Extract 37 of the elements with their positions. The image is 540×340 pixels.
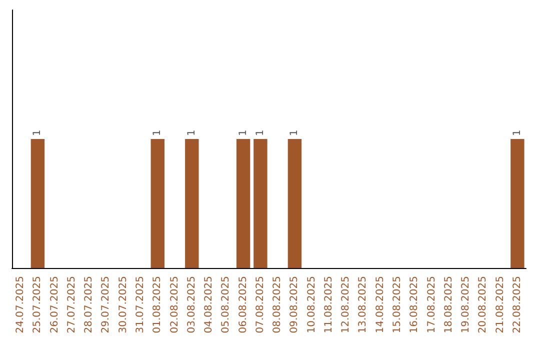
x-tick-label: 13.08.2025 (358, 276, 369, 334)
data-label: 1 (254, 130, 266, 136)
data-label: 1 (512, 130, 523, 136)
x-tick-label: 09.08.2025 (289, 276, 300, 334)
x-tick-label: 24.07.2025 (15, 276, 26, 334)
x-tick-label: 04.08.2025 (204, 276, 215, 334)
x-tick-label: 27.07.2025 (66, 276, 78, 334)
x-tick-label: 15.08.2025 (392, 276, 403, 334)
x-tick-label: 25.07.2025 (32, 276, 44, 334)
x-tick-label: 14.08.2025 (374, 276, 386, 334)
x-tick-label: 16.08.2025 (409, 276, 420, 334)
x-tick-label: 28.07.2025 (84, 276, 95, 334)
data-label: 1 (32, 130, 44, 136)
data-label: 1 (152, 130, 164, 136)
x-tick-label: 21.08.2025 (494, 276, 506, 334)
x-tick-label: 29.07.2025 (100, 276, 112, 334)
data-label: 1 (186, 130, 198, 136)
x-tick-label: 02.08.2025 (169, 276, 180, 334)
x-tick-label: 22.08.2025 (512, 276, 523, 334)
x-tick-label: 08.08.2025 (272, 276, 284, 334)
data-label: 1 (289, 130, 300, 136)
x-tick-label: 01.08.2025 (152, 276, 164, 334)
x-tick-label: 20.08.2025 (478, 276, 489, 334)
x-tick-label: 11.08.2025 (323, 276, 334, 334)
x-tick-label: 07.08.2025 (254, 276, 266, 334)
x-tick-label: 06.08.2025 (238, 276, 249, 334)
x-tick-label: 03.08.2025 (186, 276, 198, 334)
x-tick-label: 26.07.2025 (49, 276, 60, 334)
x-tick-label: 31.07.2025 (135, 276, 146, 334)
x-tick-label: 19.08.2025 (460, 276, 472, 334)
x-tick-label: 18.08.2025 (443, 276, 454, 334)
x-tick-label: 30.07.2025 (118, 276, 129, 334)
data-label: 1 (238, 130, 249, 136)
x-tick-label: 12.08.2025 (340, 276, 352, 334)
x-tick-label: 17.08.2025 (426, 276, 438, 334)
x-tick-label: 05.08.2025 (220, 276, 232, 334)
x-tick-label: 10.08.2025 (306, 276, 318, 334)
